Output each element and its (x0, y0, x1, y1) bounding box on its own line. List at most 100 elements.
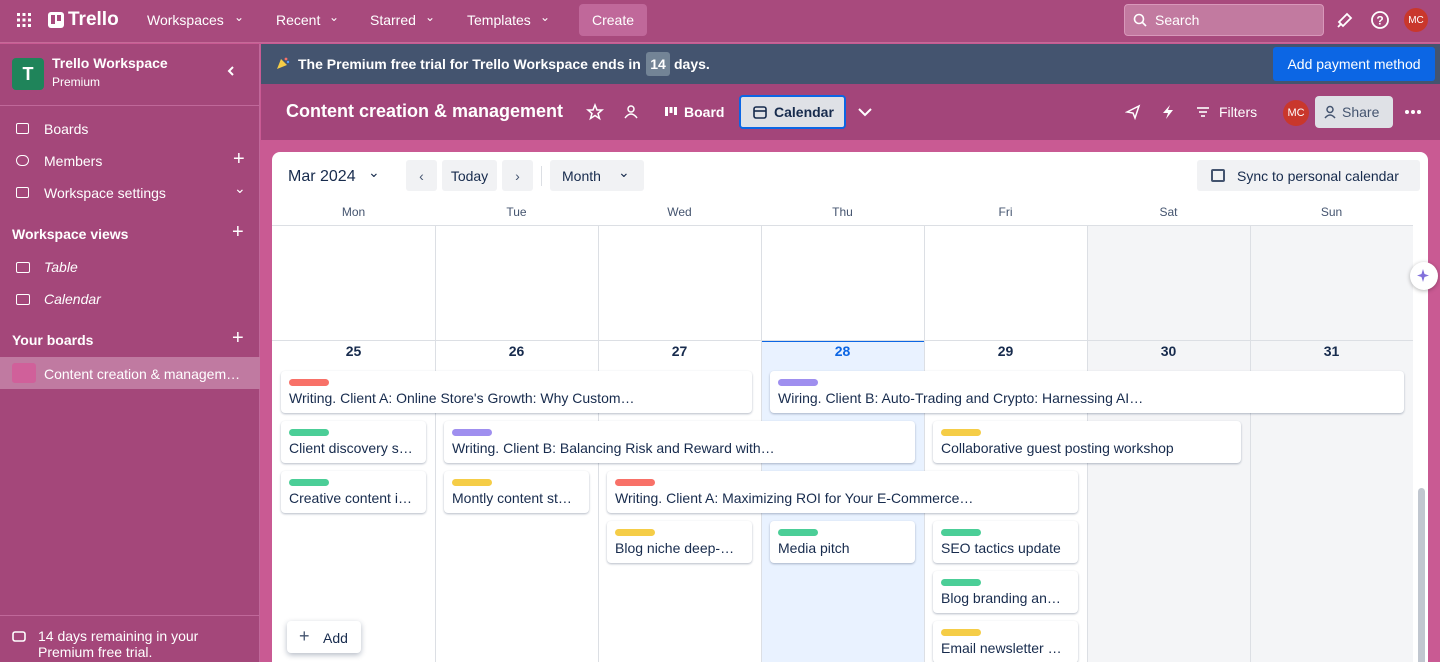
card-title[interactable]: Collaborative guest posting workshop (941, 440, 1174, 456)
card[interactable]: SEO tactics update (933, 521, 1078, 563)
add-label[interactable]: Add (323, 630, 348, 646)
card[interactable]: Montly content st… (444, 471, 589, 513)
card[interactable]: Client discovery s… (281, 421, 426, 463)
view-select[interactable]: Month (562, 168, 601, 184)
today-button[interactable]: Today (442, 160, 497, 191)
automation-icon[interactable] (1161, 104, 1175, 120)
section-title: Your boards (12, 332, 94, 348)
sidebar-item[interactable]: Members (44, 153, 103, 169)
chevron: ⌄ (234, 10, 245, 24)
weekday: Wed (667, 205, 692, 219)
user-avatar[interactable]: MC (1404, 8, 1428, 32)
sidebar-item[interactable]: Boards (44, 121, 89, 137)
add-view[interactable]: + (232, 221, 244, 243)
add-member[interactable]: + (233, 148, 245, 170)
date: 26 (508, 343, 525, 359)
chevron: ⌄ (540, 10, 551, 24)
card-title[interactable]: SEO tactics update (941, 540, 1061, 556)
collapse-sidebar[interactable] (224, 64, 238, 78)
create-button[interactable]: Create (579, 4, 647, 36)
sync-button-bg[interactable] (1197, 160, 1420, 191)
card[interactable]: Writing. Client A: Online Store's Growth… (281, 371, 752, 413)
card[interactable]: Wiring. Client B: Auto-Trading and Crypt… (770, 371, 1404, 413)
card-title[interactable]: Client discovery s… (289, 440, 413, 456)
separator (541, 166, 542, 186)
prev-button[interactable]: ‹ (406, 160, 437, 191)
notifications-icon[interactable] (1335, 10, 1355, 30)
help-icon[interactable]: ? (1370, 10, 1390, 30)
card-label (941, 429, 981, 436)
chevron: ⌄ (368, 164, 380, 180)
star-icon[interactable] (586, 103, 604, 121)
card-title[interactable]: Writing. Client A: Maximizing ROI for Yo… (615, 490, 974, 506)
card-title[interactable]: Writing. Client A: Online Store's Growth… (289, 390, 635, 406)
chevron: ⌄ (329, 10, 340, 24)
card[interactable]: Blog branding an… (933, 571, 1078, 613)
active-board-row[interactable] (0, 357, 260, 389)
card-title[interactable]: Email newsletter … (941, 640, 1062, 656)
card-title[interactable]: Blog niche deep-… (615, 540, 735, 556)
card-title[interactable]: Writing. Client B: Balancing Risk and Re… (452, 440, 775, 456)
card-title[interactable]: Blog branding an… (941, 590, 1061, 606)
weekday: Sat (1159, 205, 1178, 219)
next-button[interactable]: › (502, 160, 533, 191)
sync-button[interactable]: Sync to personal calendar (1237, 168, 1399, 184)
workspace-view[interactable]: Table (44, 259, 78, 275)
active-view-tab[interactable] (739, 95, 846, 129)
sidebar-item-icon (16, 187, 29, 198)
more-views[interactable] (857, 105, 873, 119)
card[interactable]: Collaborative guest posting workshop (933, 421, 1241, 463)
card-label (941, 579, 981, 586)
visibility-icon[interactable] (622, 103, 640, 121)
card-label (289, 429, 329, 436)
scrollbar-thumb[interactable] (1418, 488, 1425, 662)
settings-chevron[interactable]: ⌄ (234, 180, 246, 196)
member-avatar[interactable]: MC (1283, 100, 1309, 126)
board-link[interactable]: Content creation & managem… (44, 366, 241, 382)
card[interactable]: Blog niche deep-… (607, 521, 752, 563)
add-button[interactable] (287, 621, 361, 653)
board-title[interactable]: Content creation & management (286, 101, 564, 121)
more-menu[interactable] (1404, 106, 1422, 118)
card-title[interactable]: Media pitch (778, 540, 850, 556)
search-box[interactable] (1124, 4, 1324, 36)
apps-icon[interactable] (16, 12, 32, 28)
nav-menu[interactable]: Templates (467, 12, 531, 28)
card[interactable]: Media pitch (770, 521, 915, 563)
view-tab[interactable]: Board (684, 104, 725, 120)
month-picker[interactable]: Mar 2024 (288, 168, 356, 185)
section-title: Workspace views (12, 226, 129, 242)
party-icon (277, 57, 290, 69)
card[interactable]: Email newsletter … (933, 621, 1078, 662)
sidebar-item[interactable]: Workspace settings (44, 185, 166, 201)
banner-days: 14 (646, 52, 670, 76)
calendar-icon (753, 106, 767, 119)
card-title[interactable]: Montly content st… (452, 490, 572, 506)
view-select-bg[interactable] (550, 160, 644, 191)
power-ups-icon[interactable] (1125, 104, 1141, 120)
card[interactable]: Writing. Client A: Maximizing ROI for Yo… (607, 471, 1078, 513)
add-board[interactable]: + (232, 327, 244, 349)
date: 28 (834, 343, 851, 359)
nav-menu[interactable]: Workspaces (147, 12, 224, 28)
share-icon (1324, 105, 1336, 119)
share-button[interactable]: Share (1342, 104, 1380, 120)
brand[interactable]: Trello (68, 9, 119, 30)
view-tab[interactable]: Calendar (774, 104, 834, 120)
filters-button[interactable]: Filters (1219, 104, 1258, 120)
nav-menu[interactable]: Starred (370, 12, 416, 28)
card[interactable]: Writing. Client B: Balancing Risk and Re… (444, 421, 915, 463)
date: 29 (997, 343, 1014, 359)
chevron: ⌄ (425, 10, 436, 24)
card-label (615, 479, 655, 486)
workspace-view[interactable]: Calendar (44, 291, 101, 307)
add-payment-button[interactable]: Add payment method (1273, 47, 1435, 81)
nav-menu[interactable]: Recent (276, 12, 321, 28)
banner-suffix: days. (674, 56, 710, 72)
card-title[interactable]: Creative content i… (289, 490, 412, 506)
card-label (289, 479, 329, 486)
column-line (435, 226, 436, 662)
weekday: Thu (832, 205, 853, 219)
card-title[interactable]: Wiring. Client B: Auto-Trading and Crypt… (778, 390, 1144, 406)
card[interactable]: Creative content i… (281, 471, 426, 513)
